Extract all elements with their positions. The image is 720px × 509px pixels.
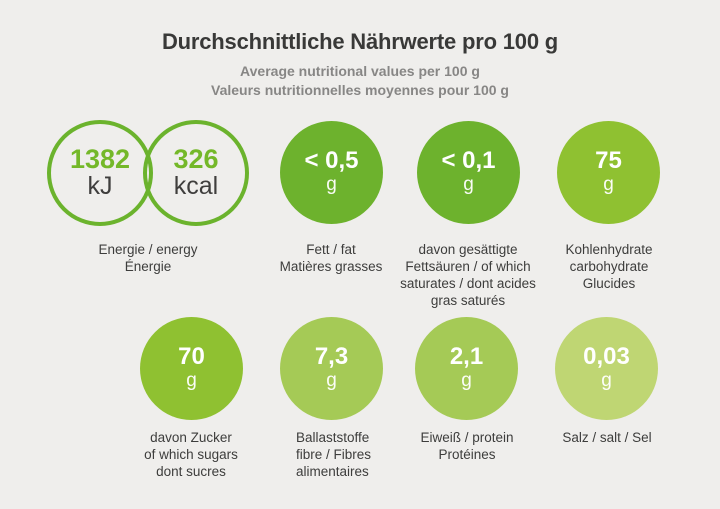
nutrient-circle-fat: < 0,5 g	[280, 121, 383, 224]
nutrient-label-protein: Eiweiß / protein Protéines	[420, 430, 514, 462]
nutrient-circle-carbohydrate: 75 g	[557, 121, 660, 224]
nutrient-circle-saturates: < 0,1 g	[417, 121, 520, 224]
nutrient-label-sugars: davon Zucker of which sugars dont sucres	[144, 430, 238, 479]
nutrient-circle-salt: 0,03 g	[555, 317, 658, 420]
nutrient-value-protein: 2,1	[449, 343, 484, 371]
energy-kcal-ring: 326 kcal	[143, 120, 249, 226]
nutrient-label-salt: Salz / salt / Sel	[562, 430, 652, 445]
nutrient-unit-fibre: g	[326, 370, 337, 392]
nutrient-value-fat: < 0,5	[304, 147, 359, 175]
page-title: Durchschnittliche Nährwerte pro 100 g	[161, 29, 559, 54]
nutrient-value-carbohydrate: 75	[595, 147, 622, 175]
energy-label: Energie / energy Énergie	[98, 242, 198, 274]
nutrient-label-fat: Fett / fat Matières grasses	[279, 242, 383, 274]
subtitle-english: Average nutritional values per 100 g	[240, 63, 480, 79]
nutrient-value-sugars: 70	[178, 343, 205, 371]
energy-kj-value: 1382	[69, 143, 131, 174]
nutrient-unit-saturates: g	[463, 174, 474, 196]
nutrient-unit-sugars: g	[186, 370, 197, 392]
nutrient-circle-sugars: 70 g	[140, 317, 243, 420]
nutrient-circle-protein: 2,1 g	[415, 317, 518, 420]
nutrient-label-fibre: Ballaststoffe fibre / Fibres alimentaire…	[296, 430, 372, 479]
nutrient-label-carbohydrate: Kohlenhydrate carbohydrate Glucides	[565, 242, 653, 291]
nutrient-unit-salt: g	[601, 370, 612, 392]
energy-kj-ring: 1382 kJ	[47, 120, 153, 226]
nutrient-circle-fibre: 7,3 g	[280, 317, 383, 420]
nutrient-value-saturates: < 0,1	[441, 147, 496, 175]
header: Durchschnittliche Nährwerte pro 100 g Av…	[0, 29, 720, 100]
subtitle-french: Valeurs nutritionnelles moyennes pour 10…	[211, 82, 509, 98]
energy-kcal-unit: kcal	[173, 171, 219, 200]
nutrient-value-salt: 0,03	[583, 343, 630, 371]
nutrient-unit-fat: g	[326, 174, 337, 196]
nutrient-unit-protein: g	[461, 370, 472, 392]
energy-kcal-value: 326	[173, 143, 219, 174]
nutrient-unit-carbohydrate: g	[603, 174, 614, 196]
nutrient-value-fibre: 7,3	[314, 343, 349, 371]
nutrient-label-saturates: davon gesättigte Fettsäuren / of which s…	[400, 242, 536, 308]
energy-kj-unit: kJ	[87, 171, 113, 200]
